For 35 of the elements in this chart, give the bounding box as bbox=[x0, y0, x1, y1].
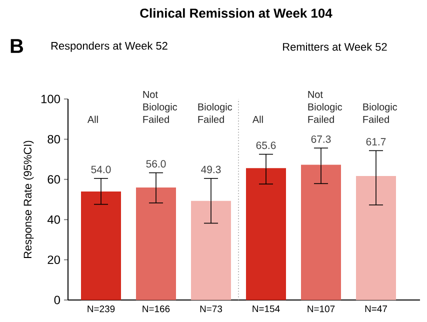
text: Responders at Week 52 bbox=[51, 42, 168, 52]
bar bbox=[81, 191, 121, 300]
data-label: 56.0 bbox=[146, 160, 166, 168]
x-tick-label: N=239 bbox=[88, 306, 115, 312]
bar bbox=[136, 187, 176, 300]
x-tick-label: N=107 bbox=[308, 306, 335, 312]
y-tick-label: 60 bbox=[48, 175, 60, 184]
annotation: All bbox=[252, 116, 263, 123]
y-axis-title: Response Rate (95%CI) bbox=[23, 140, 34, 258]
text: B bbox=[10, 39, 24, 53]
y-tick-label: 80 bbox=[48, 134, 60, 144]
data-label: 65.6 bbox=[256, 142, 276, 150]
bar bbox=[190, 200, 231, 300]
bar bbox=[300, 164, 341, 300]
bar bbox=[356, 176, 396, 300]
y-tick-label: 40 bbox=[47, 215, 60, 224]
text: Remitters at Week 52 bbox=[283, 42, 387, 51]
y-tick-label: 0 bbox=[54, 296, 60, 304]
bar bbox=[246, 168, 286, 300]
data-label: 54.0 bbox=[91, 166, 111, 174]
x-tick-label: N=47 bbox=[365, 306, 387, 312]
data-label: 49.3 bbox=[201, 166, 221, 174]
y-tick-label: 100 bbox=[41, 94, 60, 104]
x-tick-label: N=154 bbox=[252, 306, 280, 312]
annotation: Not Biologic Failed bbox=[143, 91, 178, 123]
data-label: 61.7 bbox=[366, 138, 386, 146]
x-tick-label: N=73 bbox=[200, 306, 222, 312]
annotation: Biologic Failed bbox=[198, 103, 232, 123]
annotation: Not Biologic Failed bbox=[308, 91, 342, 123]
annotation: Biologic Failed bbox=[363, 103, 398, 123]
annotation: All bbox=[87, 116, 98, 123]
chart-title: Clinical Remission at Week 104 bbox=[140, 8, 332, 18]
y-tick-label: 20 bbox=[48, 256, 60, 264]
x-tick-label: N=166 bbox=[142, 306, 170, 312]
data-label: 67.3 bbox=[311, 135, 331, 143]
